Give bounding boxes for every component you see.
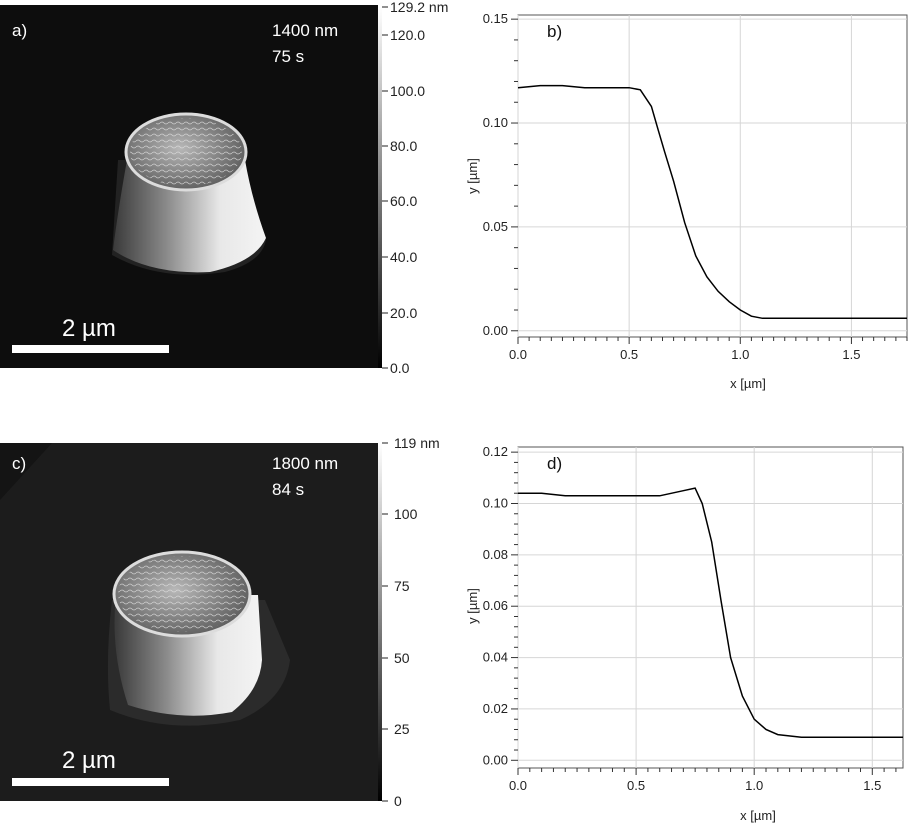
panel-label-a: a)	[12, 21, 27, 40]
colorbar-c-tick-label: 100	[394, 506, 418, 522]
scale-bar-a	[12, 345, 169, 353]
colorbar-a-tick-label: 0.0	[390, 360, 410, 376]
time-label-a: 75 s	[272, 47, 304, 66]
chart-b-xlabel: x [µm]	[730, 376, 766, 391]
colorbar-c-tick-label: 25	[394, 721, 410, 737]
chart-d-x-tick-label: 1.0	[745, 778, 763, 793]
pillar-c	[107, 550, 291, 726]
chart-d-y-tick-label: 0.00	[483, 752, 508, 767]
chart-d-grid	[517, 447, 903, 768]
pillar-a-wall	[113, 160, 266, 273]
colorbar-c-tick-label: 50	[394, 650, 410, 666]
afm-image-c: c) 1800 nm 84 s 2 µm	[0, 443, 378, 801]
colorbar-a-gradient	[378, 7, 382, 368]
chart-b-series-line	[517, 84, 907, 320]
chart-b-ticks: 0.0 0.5 1.0 1.5 0.00 0.05 0.10 0.15	[483, 11, 908, 362]
chart-d-y-tick-label: 0.02	[483, 701, 508, 716]
chart-d-ticks: 0.0 0.5 1.0 1.5 0.00 0.02 0.04 0.06 0.08 0.10 0.12	[483, 444, 897, 793]
scale-bar-c	[12, 778, 169, 786]
colorbar-c-gradient	[378, 443, 382, 801]
chart-b-grid	[517, 15, 907, 337]
profile-chart-d: 0.0 0.5 1.0 1.5 0.00 0.02 0.04 0.06 0.08 0.10 0.12…	[465, 444, 904, 823]
colorbar-c-ticks: 100 75 50 25 0	[382, 506, 418, 809]
chart-b-panel-label: b)	[547, 22, 562, 41]
colorbar-c-tick-label: 75	[394, 578, 410, 594]
chart-d-plot-area	[517, 446, 904, 769]
chart-b-x-tick-label: 0.0	[509, 347, 527, 362]
chart-d-y-tick-label: 0.10	[483, 495, 508, 510]
chart-d-ylabel: y [µm]	[465, 588, 480, 624]
chart-b-x-tick-label: 1.5	[842, 347, 860, 362]
chart-d-y-tick-label: 0.04	[483, 650, 508, 665]
chart-d-x-tick-label: 0.0	[509, 778, 527, 793]
chart-d-x-tick-label: 1.5	[863, 778, 881, 793]
pillar-a-top-texture	[130, 118, 242, 186]
pillar-a	[112, 112, 266, 275]
chart-b-plot-area	[517, 14, 908, 338]
chart-d-y-tick-label: 0.08	[483, 547, 508, 562]
chart-b-y-tick-label: 0.05	[483, 219, 508, 234]
wavelength-label-a: 1400 nm	[272, 21, 338, 40]
chart-d-y-tick-label: 0.12	[483, 444, 508, 459]
colorbar-a-max: 129.2 nm	[390, 0, 448, 15]
colorbar-a-tick-label: 40.0	[390, 249, 417, 265]
afm-image-a: a) 1400 nm 75 s 2 µm	[0, 5, 378, 368]
colorbar-a-tick-label: 100.0	[390, 83, 425, 99]
chart-d-y-tick-label: 0.06	[483, 598, 508, 613]
scale-bar-label-c: 2 µm	[62, 747, 116, 774]
colorbar-a-tick-label: 60.0	[390, 193, 417, 209]
time-label-c: 84 s	[272, 480, 304, 499]
chart-b-y-tick-label: 0.10	[483, 115, 508, 130]
chart-d-xlabel: x [µm]	[740, 808, 776, 823]
chart-b-ylabel: y [µm]	[465, 158, 480, 194]
colorbar-c-max: 119 nm	[394, 435, 440, 451]
colorbar-a: 129.2 nm 120.0 100.0 80.0 60.0 40.0 20.0…	[378, 0, 448, 376]
colorbar-a-tick-label: 120.0	[390, 27, 425, 43]
chart-b-x-tick-label: 1.0	[731, 347, 749, 362]
chart-b-y-tick-label: 0.15	[483, 11, 508, 26]
panel-label-c: c)	[12, 454, 26, 473]
profile-chart-b: 0.0 0.5 1.0 1.5 0.00 0.05 0.10 0.15 b) x [µm] y…	[465, 11, 908, 391]
colorbar-a-tick-label: 20.0	[390, 305, 417, 321]
colorbar-c: 119 nm 100 75 50 25 0	[378, 435, 440, 809]
colorbar-a-tick-label: 80.0	[390, 138, 417, 154]
pillar-c-top-texture	[118, 556, 246, 632]
colorbar-a-ticks: 120.0 100.0 80.0 60.0 40.0 20.0 0.0	[382, 27, 425, 376]
wavelength-label-c: 1800 nm	[272, 454, 338, 473]
chart-d-x-tick-label: 0.5	[627, 778, 645, 793]
chart-d-series-line	[518, 487, 903, 738]
scale-bar-label-a: 2 µm	[62, 315, 116, 342]
chart-b-y-tick-label: 0.00	[483, 323, 508, 338]
chart-d-panel-label: d)	[547, 454, 562, 473]
chart-b-x-tick-label: 0.5	[620, 347, 638, 362]
colorbar-c-tick-label: 0	[394, 793, 402, 809]
